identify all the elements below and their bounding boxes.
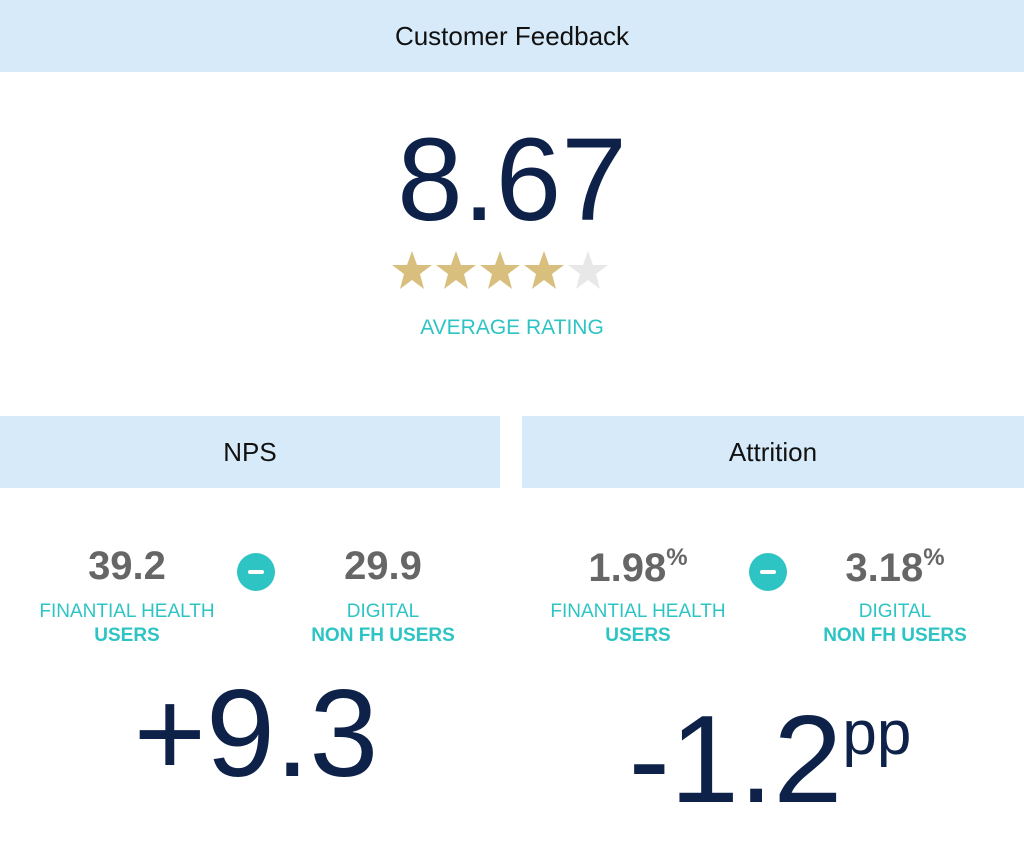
- star: [480, 251, 520, 289]
- label-line: USERS: [94, 625, 160, 646]
- value: 3.18: [845, 546, 924, 590]
- nps-left-label: FINANTIAL HEALTH USERS: [7, 600, 247, 648]
- label-line: USERS: [605, 625, 671, 646]
- nps-left-value: 39.2: [88, 544, 166, 588]
- star: [568, 251, 608, 289]
- nps-right-value: 29.9: [344, 544, 422, 588]
- minus-icon: [237, 553, 275, 591]
- label-line: DIGITAL: [346, 601, 420, 622]
- label-line: NON FH USERS: [311, 625, 455, 646]
- nps-title: NPS: [223, 436, 277, 467]
- attrition-right-value: 3.18%: [795, 544, 995, 591]
- label-line: FINANTIAL HEALTH: [550, 601, 726, 622]
- star: [524, 251, 564, 289]
- header-title: Customer Feedback: [394, 20, 630, 51]
- attrition-title: Attrition: [728, 436, 818, 467]
- value: 1.98: [588, 546, 667, 590]
- stars: [392, 251, 608, 289]
- unit: %: [923, 544, 945, 571]
- header-band: Customer Feedback: [0, 0, 1024, 72]
- minus-icon: [749, 553, 787, 591]
- star: [436, 251, 476, 289]
- attrition-right-label: DIGITAL NON FH USERS: [775, 600, 1015, 648]
- label-line: FINANTIAL HEALTH: [39, 601, 215, 622]
- nps-difference: +9.3: [133, 665, 379, 803]
- attrition-left-value: 1.98%: [538, 544, 738, 591]
- rating-value: 8.67: [397, 114, 627, 246]
- value: -1.2: [628, 691, 843, 829]
- label-line: DIGITAL: [858, 601, 932, 622]
- rating-label: AVERAGE RATING: [420, 316, 604, 339]
- unit: %: [666, 544, 688, 571]
- label-line: NON FH USERS: [823, 625, 967, 646]
- attrition-band: Attrition: [522, 416, 1024, 488]
- attrition-left-label: FINANTIAL HEALTH USERS: [518, 600, 758, 648]
- nps-band: NPS: [0, 416, 500, 488]
- unit: pp: [842, 699, 912, 768]
- nps-right-label: DIGITAL NON FH USERS: [263, 600, 503, 648]
- star: [392, 251, 432, 289]
- attrition-difference: -1.2pp: [560, 672, 980, 822]
